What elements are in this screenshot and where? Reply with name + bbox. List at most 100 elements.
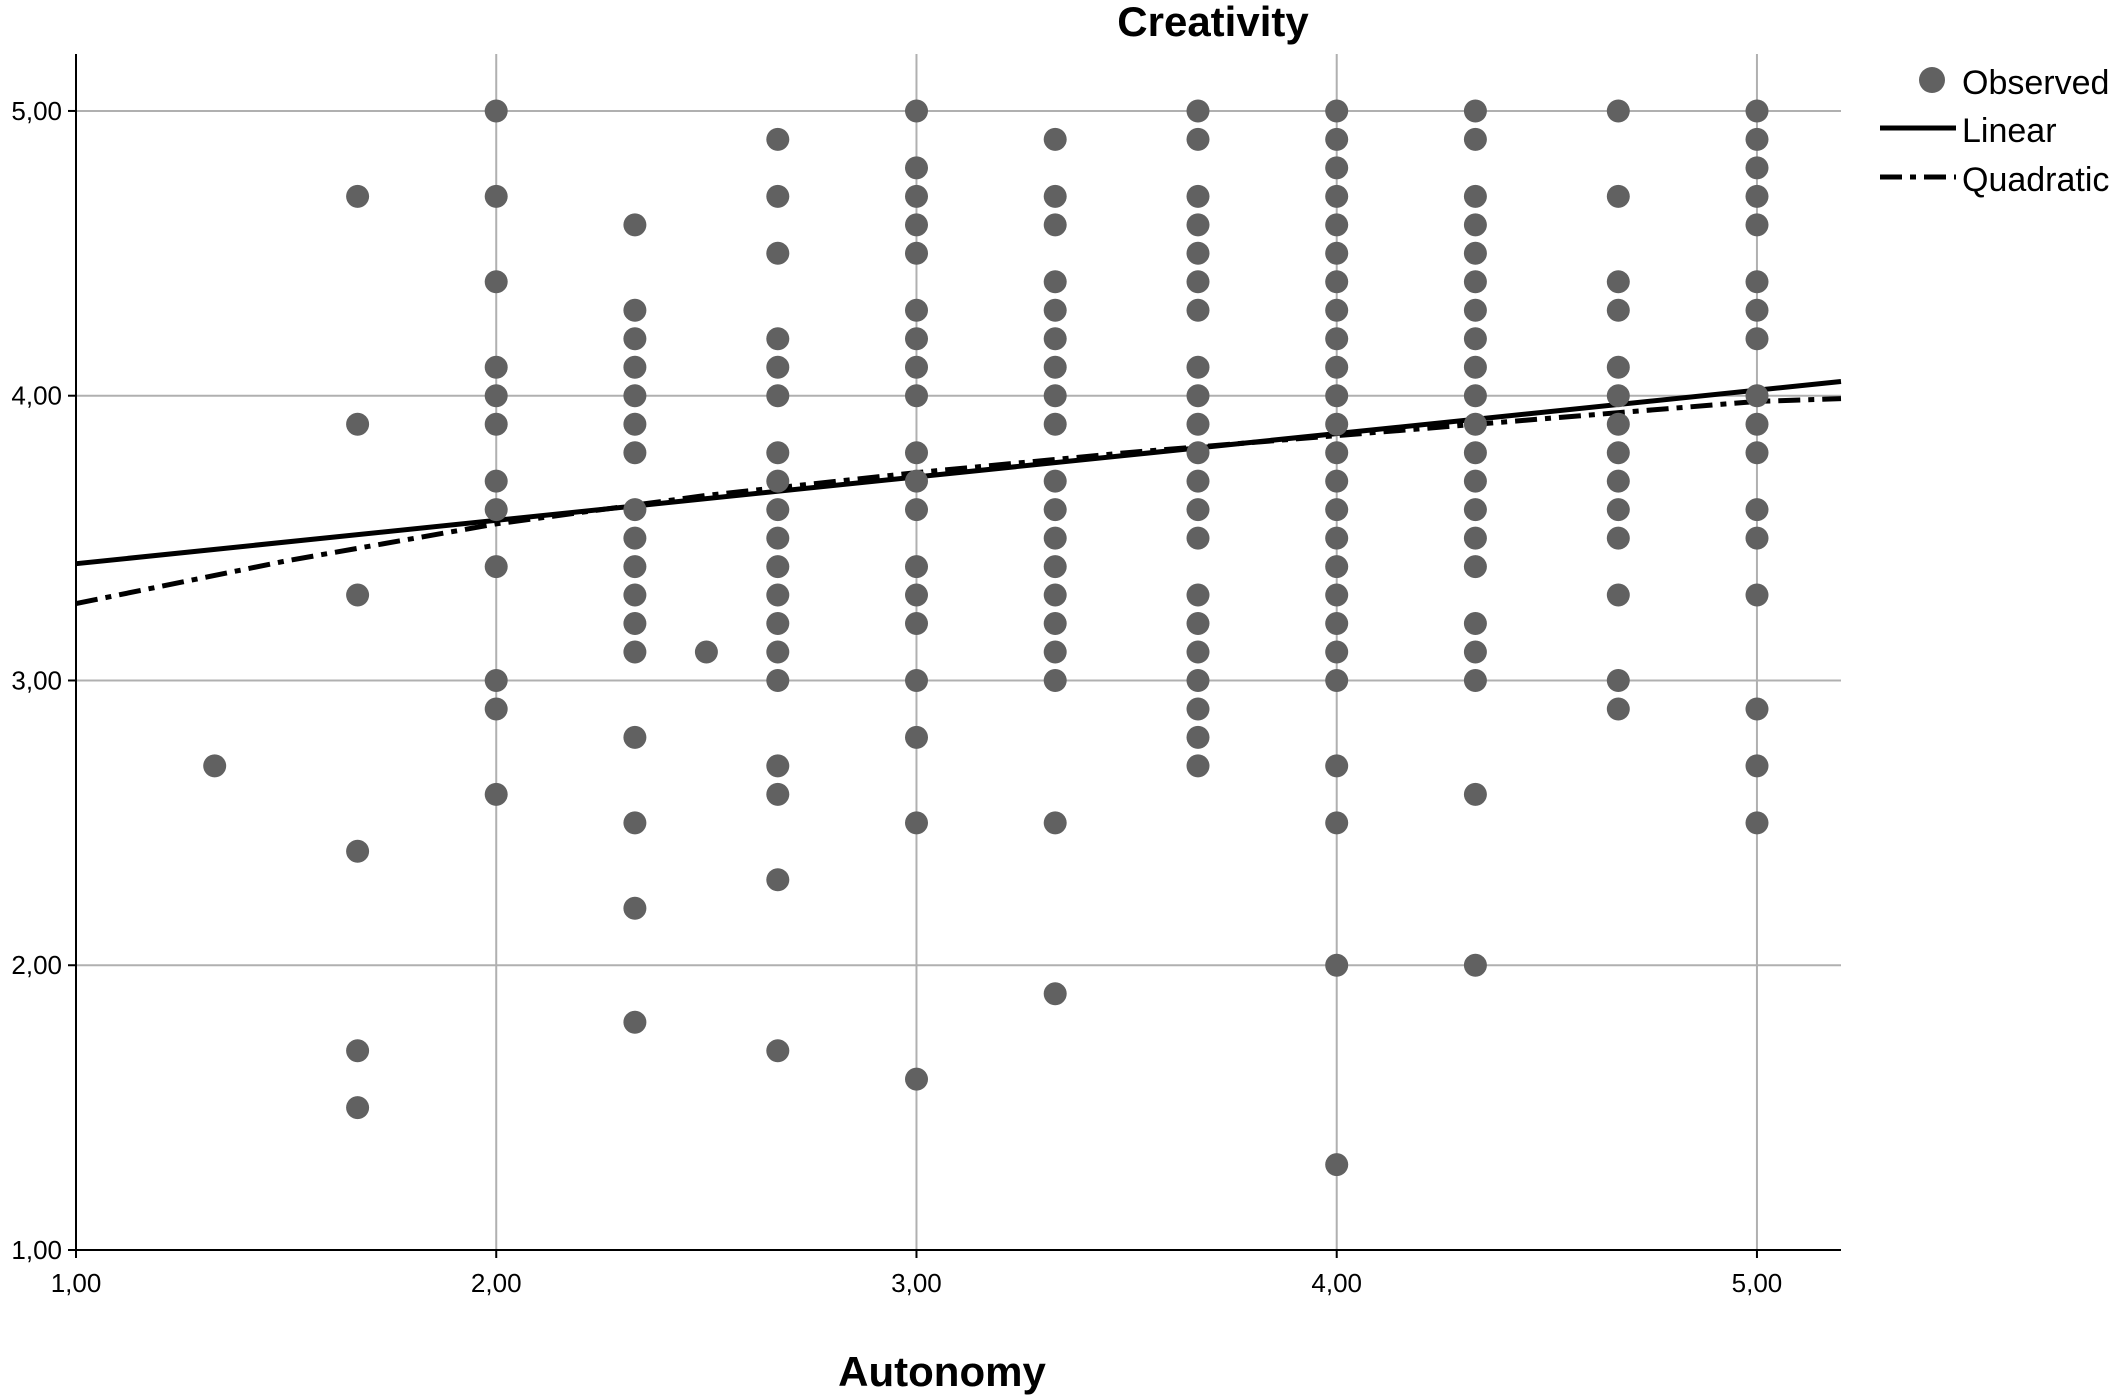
observed-point	[1186, 127, 1210, 151]
observed-point	[623, 441, 647, 465]
observed-point	[1186, 640, 1210, 664]
observed-point	[346, 583, 370, 607]
x-tick-labels: 1,00 2,00 3,00 4,00 5,00	[51, 1250, 1783, 1298]
y-tick-label: 2,00	[11, 950, 62, 980]
observed-point	[1325, 498, 1349, 522]
observed-point	[1043, 526, 1067, 550]
observed-point	[623, 412, 647, 436]
observed-point	[484, 384, 508, 408]
observed-point	[1463, 441, 1487, 465]
observed-point	[1745, 270, 1769, 294]
observed-point	[623, 327, 647, 351]
observed-point	[905, 669, 928, 692]
observed-point	[766, 640, 790, 664]
axes	[75, 54, 1841, 1251]
observed-point	[1745, 298, 1769, 322]
observed-point	[905, 99, 928, 123]
observed-point	[1186, 669, 1210, 692]
observed-point	[905, 327, 928, 351]
observed-point	[766, 241, 790, 265]
observed-point	[1325, 612, 1349, 635]
observed-point	[1186, 498, 1210, 522]
observed-point	[1463, 782, 1487, 806]
observed-point	[1325, 99, 1349, 123]
legend-label-observed: Observed	[1962, 64, 2109, 102]
observed-point	[1325, 526, 1349, 550]
observed-points	[203, 99, 1769, 1177]
observed-point	[1463, 612, 1487, 635]
observed-point	[905, 498, 928, 522]
observed-point	[1745, 184, 1769, 208]
observed-point	[484, 498, 508, 522]
observed-point	[1186, 184, 1210, 208]
observed-point	[1606, 526, 1630, 550]
observed-point	[1325, 327, 1349, 351]
observed-point	[1745, 327, 1769, 351]
observed-point	[1043, 583, 1067, 607]
observed-point	[1043, 355, 1067, 379]
observed-point	[1606, 583, 1630, 607]
observed-point	[346, 839, 370, 863]
y-tick-label: 3,00	[11, 665, 62, 695]
observed-point	[766, 441, 790, 465]
series-line-linear	[75, 379, 1842, 567]
observed-point	[1745, 526, 1769, 550]
observed-point	[346, 1039, 370, 1063]
observed-point	[1606, 412, 1630, 436]
observed-point	[905, 612, 928, 635]
observed-point	[1745, 498, 1769, 522]
observed-point	[1325, 384, 1349, 408]
observed-point	[766, 184, 790, 208]
observed-point	[1606, 298, 1630, 322]
observed-point	[1325, 184, 1349, 208]
observed-point	[766, 469, 790, 493]
observed-point	[623, 725, 647, 749]
observed-point	[1463, 669, 1487, 692]
observed-point	[1606, 99, 1630, 123]
observed-point	[1325, 811, 1349, 835]
observed-point	[1745, 213, 1769, 237]
x-tick-label: 5,00	[1732, 1268, 1783, 1298]
observed-point	[1186, 270, 1210, 294]
y-tick-labels: 1,00 2,00 3,00 4,00 5,00	[11, 96, 76, 1265]
observed-point	[766, 127, 790, 151]
observed-point	[1606, 469, 1630, 493]
observed-point	[905, 241, 928, 265]
observed-point	[1043, 669, 1067, 692]
observed-point	[1043, 555, 1067, 579]
legend-label-quadratic: Quadratic	[1962, 161, 2109, 199]
observed-point	[1463, 640, 1487, 664]
observed-point	[766, 583, 790, 607]
observed-point	[1606, 270, 1630, 294]
observed-point	[484, 355, 508, 379]
observed-point	[1606, 441, 1630, 465]
observed-point	[623, 640, 647, 664]
observed-point	[1325, 640, 1349, 664]
observed-point	[1186, 412, 1210, 436]
observed-point	[905, 213, 928, 237]
observed-point	[905, 441, 928, 465]
observed-point	[1463, 127, 1487, 151]
observed-point	[1325, 298, 1349, 322]
observed-point	[1043, 298, 1067, 322]
observed-point	[1463, 99, 1487, 123]
legend-label-linear: Linear	[1962, 112, 2057, 150]
observed-point	[1325, 213, 1349, 237]
observed-point	[1463, 469, 1487, 493]
observed-point	[1325, 241, 1349, 265]
observed-point	[484, 469, 508, 493]
observed-point	[905, 469, 928, 493]
observed-point	[484, 555, 508, 579]
observed-point	[1463, 355, 1487, 379]
observed-point	[623, 498, 647, 522]
observed-point	[766, 498, 790, 522]
observed-point	[1186, 583, 1210, 607]
observed-point	[623, 355, 647, 379]
observed-point	[766, 555, 790, 579]
observed-point	[1043, 498, 1067, 522]
y-tick-label: 4,00	[11, 381, 62, 411]
observed-point	[766, 612, 790, 635]
series-line-quadratic	[75, 396, 1842, 607]
observed-point	[766, 384, 790, 408]
observed-point	[1186, 754, 1210, 778]
